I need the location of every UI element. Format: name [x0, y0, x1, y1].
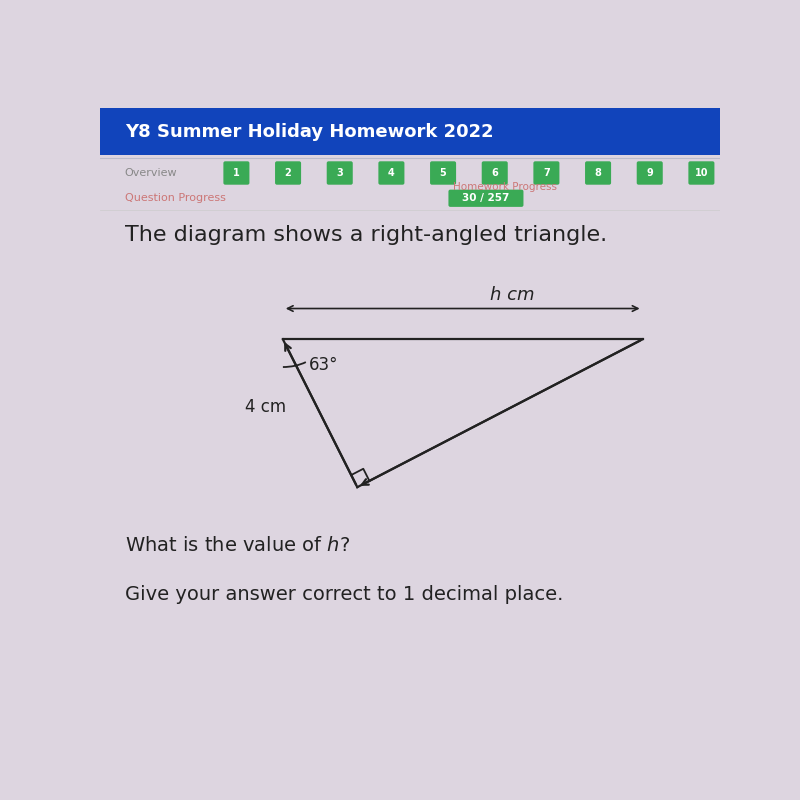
Text: Overview: Overview: [125, 168, 178, 178]
Text: 30 / 257: 30 / 257: [462, 194, 510, 203]
FancyBboxPatch shape: [688, 162, 714, 185]
Text: Question Progress: Question Progress: [125, 193, 226, 202]
Text: 5: 5: [440, 168, 446, 178]
FancyBboxPatch shape: [223, 162, 250, 185]
FancyBboxPatch shape: [275, 162, 301, 185]
Text: 3: 3: [336, 168, 343, 178]
Text: h cm: h cm: [490, 286, 534, 303]
Text: 4: 4: [388, 168, 394, 178]
FancyBboxPatch shape: [449, 190, 523, 207]
Text: 7: 7: [543, 168, 550, 178]
Text: 9: 9: [646, 168, 653, 178]
FancyBboxPatch shape: [534, 162, 559, 185]
FancyBboxPatch shape: [637, 162, 662, 185]
FancyBboxPatch shape: [326, 162, 353, 185]
Text: 1: 1: [233, 168, 240, 178]
FancyBboxPatch shape: [585, 162, 611, 185]
Text: Y8 Summer Holiday Homework 2022: Y8 Summer Holiday Homework 2022: [125, 122, 494, 141]
FancyBboxPatch shape: [430, 162, 456, 185]
Text: What is the value of $h$?: What is the value of $h$?: [125, 536, 350, 555]
Bar: [100, 108, 720, 154]
FancyBboxPatch shape: [482, 162, 508, 185]
Text: 10: 10: [694, 168, 708, 178]
Text: Homework Progress: Homework Progress: [454, 182, 558, 191]
Text: 2: 2: [285, 168, 291, 178]
Text: 63°: 63°: [309, 356, 338, 374]
Text: The diagram shows a right-angled triangle.: The diagram shows a right-angled triangl…: [125, 225, 607, 245]
Text: 4 cm: 4 cm: [245, 398, 286, 416]
Text: 6: 6: [491, 168, 498, 178]
FancyBboxPatch shape: [378, 162, 405, 185]
Text: 8: 8: [594, 168, 602, 178]
Text: Give your answer correct to 1 decimal place.: Give your answer correct to 1 decimal pl…: [125, 586, 563, 605]
